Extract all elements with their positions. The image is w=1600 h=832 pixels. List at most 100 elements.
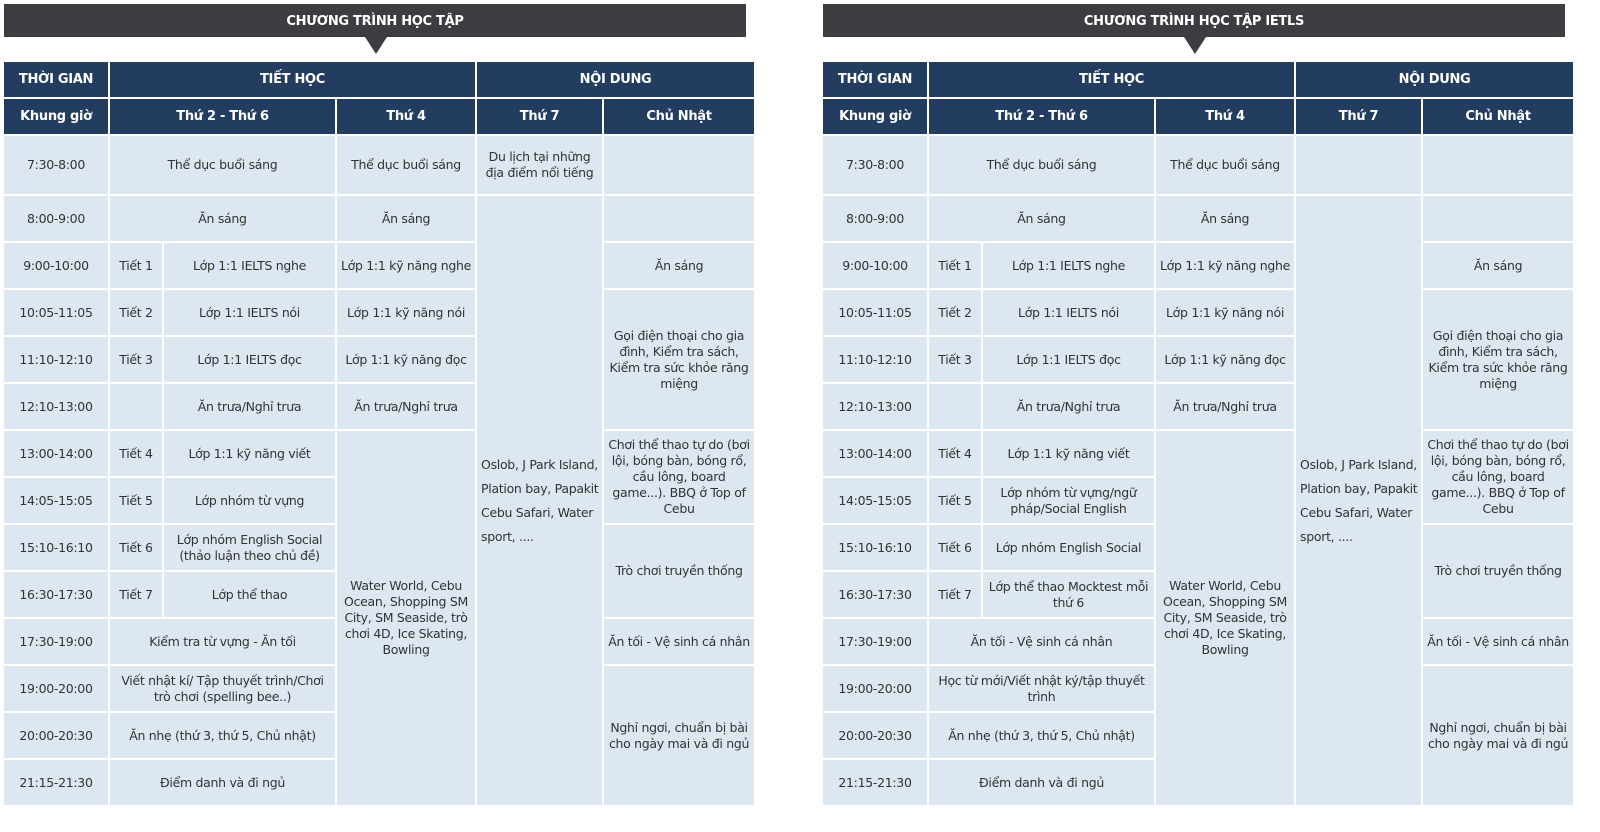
sunday-activity-cell: Gọi điện thoại cho gia đình, Kiểm tra sá… bbox=[604, 290, 755, 429]
saturday-activity-cell: Oslob, J Park Island, Plation bay, Papak… bbox=[1296, 196, 1422, 805]
period-cell: Tiết 3 bbox=[929, 337, 981, 382]
weekday-activity-cell: Điểm danh và đi ngủ bbox=[929, 760, 1154, 805]
sunday-activity-cell bbox=[1423, 196, 1574, 241]
sunday-activity-cell: Trò chơi truyền thống bbox=[604, 525, 755, 617]
table-row: 17:30-19:00 Ăn tối - Vệ sinh cá nhân Ăn tố… bbox=[823, 619, 1574, 664]
banner-arrow-pointer bbox=[1184, 37, 1206, 54]
weekday-activity-cell: Lớp 1:1 IELTS nói bbox=[983, 290, 1154, 335]
table-row: 14:05-15:05 Tiết 5 Lớp nhóm từ vựng/ngữ ph… bbox=[823, 478, 1573, 523]
saturday-activity-cell: Oslob, J Park Island, Plation bay, Papak… bbox=[477, 196, 603, 805]
table-row: 19:00-20:00 Học từ mới/Viết nhật ký/tập t… bbox=[823, 666, 1574, 805]
time-slot-cell: 19:00-20:00 bbox=[4, 666, 108, 711]
table-row: 21:15-21:30 Điểm danh và đi ngủ bbox=[4, 760, 754, 805]
period-cell: Tiết 5 bbox=[110, 478, 162, 523]
header-content: NỘI DUNG bbox=[1296, 62, 1574, 97]
time-slot-cell: 15:10-16:10 bbox=[823, 525, 927, 570]
sunday-activity-cell bbox=[604, 136, 755, 194]
schedule-ielts: CHƯƠNG TRÌNH HỌC TẬP IETLS THỜI GIAN TIẾT … bbox=[823, 4, 1574, 805]
banner-title: CHƯƠNG TRÌNH HỌC TẬP IETLS bbox=[823, 4, 1565, 54]
time-slot-cell: 13:00-14:00 bbox=[823, 431, 927, 476]
time-slot-cell: 14:05-15:05 bbox=[823, 478, 927, 523]
weekday-activity-cell: Lớp 1:1 IELTS nói bbox=[164, 290, 335, 335]
period-cell: Tiết 1 bbox=[929, 243, 981, 288]
period-cell: Tiết 2 bbox=[929, 290, 981, 335]
table-row: 15:10-16:10 Tiết 6 Lớp nhóm English Social… bbox=[4, 525, 755, 617]
header-slot: Khung giờ bbox=[4, 99, 108, 134]
weekday-activity-cell: Lớp 1:1 IELTS nghe bbox=[983, 243, 1154, 288]
weekday-activity-cell: Ăn trưa/Nghỉ trưa bbox=[983, 384, 1154, 429]
wednesday-activity-cell: Ăn trưa/Nghỉ trưa bbox=[1156, 384, 1295, 429]
weekday-activity-cell: Lớp thể thao Mocktest mỗi thứ 6 bbox=[983, 572, 1154, 617]
table-row: 8:00-9:00 Ăn sáng Ăn sáng Oslob, J Park Isl… bbox=[4, 196, 755, 805]
time-slot-cell: 12:10-13:00 bbox=[823, 384, 927, 429]
weekday-activity-cell: Ăn nhẹ (thứ 3, thứ 5, Chủ nhật) bbox=[929, 713, 1154, 758]
sunday-activity-cell: Chơi thể thao tự do (bơi lội, bóng bàn, … bbox=[604, 431, 755, 523]
wednesday-activity-cell: Lớp 1:1 kỹ năng đọc bbox=[337, 337, 476, 382]
schedule-table: THỜI GIAN TIẾT HỌC NỘI DUNG Khung giờ Thứ 2 … bbox=[821, 60, 1575, 807]
period-cell: Tiết 2 bbox=[110, 290, 162, 335]
table-row: 16:30-17:30 Tiết 7 Lớp thể thao Mocktest m… bbox=[823, 572, 1573, 617]
header-weekdays: Thứ 2 - Thứ 6 bbox=[929, 99, 1154, 134]
wednesday-activity-cell: Thể dục buổi sáng bbox=[1156, 136, 1295, 194]
sunday-activity-cell bbox=[604, 196, 755, 241]
sunday-activity-cell: Ăn tối - Vệ sinh cá nhân bbox=[1423, 619, 1574, 664]
weekday-activity-cell: Ăn tối - Vệ sinh cá nhân bbox=[929, 619, 1154, 664]
wednesday-activity-cell: Thể dục buổi sáng bbox=[337, 136, 476, 194]
wednesday-activity-cell: Lớp 1:1 kỹ năng nghe bbox=[1156, 243, 1295, 288]
sunday-activity-cell: Gọi điện thoại cho gia đình, Kiểm tra sá… bbox=[1423, 290, 1574, 429]
sunday-activity-cell: Ăn sáng bbox=[604, 243, 755, 288]
period-cell bbox=[929, 384, 981, 429]
table-row: 13:00-14:00 Tiết 4 Lớp 1:1 kỹ năng viết Wat… bbox=[4, 431, 755, 805]
header-time: THỜI GIAN bbox=[4, 62, 108, 97]
header-sunday: Chủ Nhật bbox=[604, 99, 755, 134]
saturday-activity-cell bbox=[1296, 136, 1422, 194]
table-row: 11:10-12:10 Tiết 3 Lớp 1:1 IELTS đọc Lớp 1:… bbox=[823, 337, 1573, 382]
weekday-activity-cell: Học từ mới/Viết nhật ký/tập thuyết trình bbox=[929, 666, 1154, 711]
weekday-activity-cell: Ăn trưa/Nghỉ trưa bbox=[164, 384, 335, 429]
period-cell bbox=[110, 384, 162, 429]
weekday-activity-cell: Viết nhật kí/ Tập thuyết trình/Chơi trò … bbox=[110, 666, 335, 711]
header-wednesday: Thứ 4 bbox=[337, 99, 476, 134]
table-row: 17:30-19:00 Kiểm tra từ vựng - Ăn tối Ăn t… bbox=[4, 619, 755, 664]
time-slot-cell: 19:00-20:00 bbox=[823, 666, 927, 711]
header-wednesday: Thứ 4 bbox=[1156, 99, 1295, 134]
time-slot-cell: 7:30-8:00 bbox=[823, 136, 927, 194]
table-row: 14:05-15:05 Tiết 5 Lớp nhóm từ vựng bbox=[4, 478, 754, 523]
period-cell: Tiết 7 bbox=[929, 572, 981, 617]
header-weekdays: Thứ 2 - Thứ 6 bbox=[110, 99, 335, 134]
time-slot-cell: 21:15-21:30 bbox=[4, 760, 108, 805]
weekday-activity-cell: Lớp 1:1 kỹ năng viết bbox=[983, 431, 1154, 476]
table-row: 15:10-16:10 Tiết 6 Lớp nhóm English Social… bbox=[823, 525, 1574, 617]
period-cell: Tiết 4 bbox=[110, 431, 162, 476]
sunday-activity-cell: Nghỉ ngơi, chuẩn bị bài cho ngày mai và … bbox=[1423, 666, 1574, 805]
weekday-activity-cell: Lớp nhóm từ vựng/ngữ pháp/Social English bbox=[983, 478, 1154, 523]
table-row: 12:10-13:00 Ăn trưa/Nghỉ trưa Ăn trưa/Nghỉ… bbox=[823, 384, 1573, 429]
table-row: 19:00-20:00 Viết nhật kí/ Tập thuyết trìn… bbox=[4, 666, 755, 805]
period-cell: Tiết 4 bbox=[929, 431, 981, 476]
table-row: 13:00-14:00 Tiết 4 Lớp 1:1 kỹ năng viết Wat… bbox=[823, 431, 1574, 805]
weekday-activity-cell: Ăn sáng bbox=[929, 196, 1154, 241]
saturday-activity-cell: Du lịch tại những địa điểm nổi tiếng bbox=[477, 136, 603, 194]
header-content: NỘI DUNG bbox=[477, 62, 755, 97]
time-slot-cell: 9:00-10:00 bbox=[823, 243, 927, 288]
weekday-activity-cell: Lớp 1:1 IELTS đọc bbox=[983, 337, 1154, 382]
time-slot-cell: 20:00-20:30 bbox=[4, 713, 108, 758]
header-saturday: Thứ 7 bbox=[1296, 99, 1422, 134]
time-slot-cell: 14:05-15:05 bbox=[4, 478, 108, 523]
weekday-activity-cell: Thể dục buổi sáng bbox=[929, 136, 1154, 194]
sunday-activity-cell bbox=[1423, 136, 1574, 194]
wednesday-activity-cell: Water World, Cebu Ocean, Shopping SM Cit… bbox=[337, 431, 476, 805]
header-sunday: Chủ Nhật bbox=[1423, 99, 1574, 134]
banner-title: CHƯƠNG TRÌNH HỌC TẬP bbox=[4, 4, 746, 54]
time-slot-cell: 13:00-14:00 bbox=[4, 431, 108, 476]
period-cell: Tiết 5 bbox=[929, 478, 981, 523]
weekday-activity-cell: Ăn sáng bbox=[110, 196, 335, 241]
table-row: 12:10-13:00 Ăn trưa/Nghỉ trưa Ăn trưa/Nghỉ… bbox=[4, 384, 754, 429]
period-cell: Tiết 1 bbox=[110, 243, 162, 288]
table-row: 7:30-8:00 Thể dục buổi sáng Thể dục buổi s… bbox=[823, 136, 1574, 194]
weekday-activity-cell: Lớp 1:1 IELTS nghe bbox=[164, 243, 335, 288]
table-row: 10:05-11:05 Tiết 2 Lớp 1:1 IELTS nói Lớp 1:… bbox=[4, 290, 755, 429]
sunday-activity-cell: Nghỉ ngơi, chuẩn bị bài cho ngày mai và … bbox=[604, 666, 755, 805]
weekday-activity-cell: Thể dục buổi sáng bbox=[110, 136, 335, 194]
time-slot-cell: 11:10-12:10 bbox=[4, 337, 108, 382]
